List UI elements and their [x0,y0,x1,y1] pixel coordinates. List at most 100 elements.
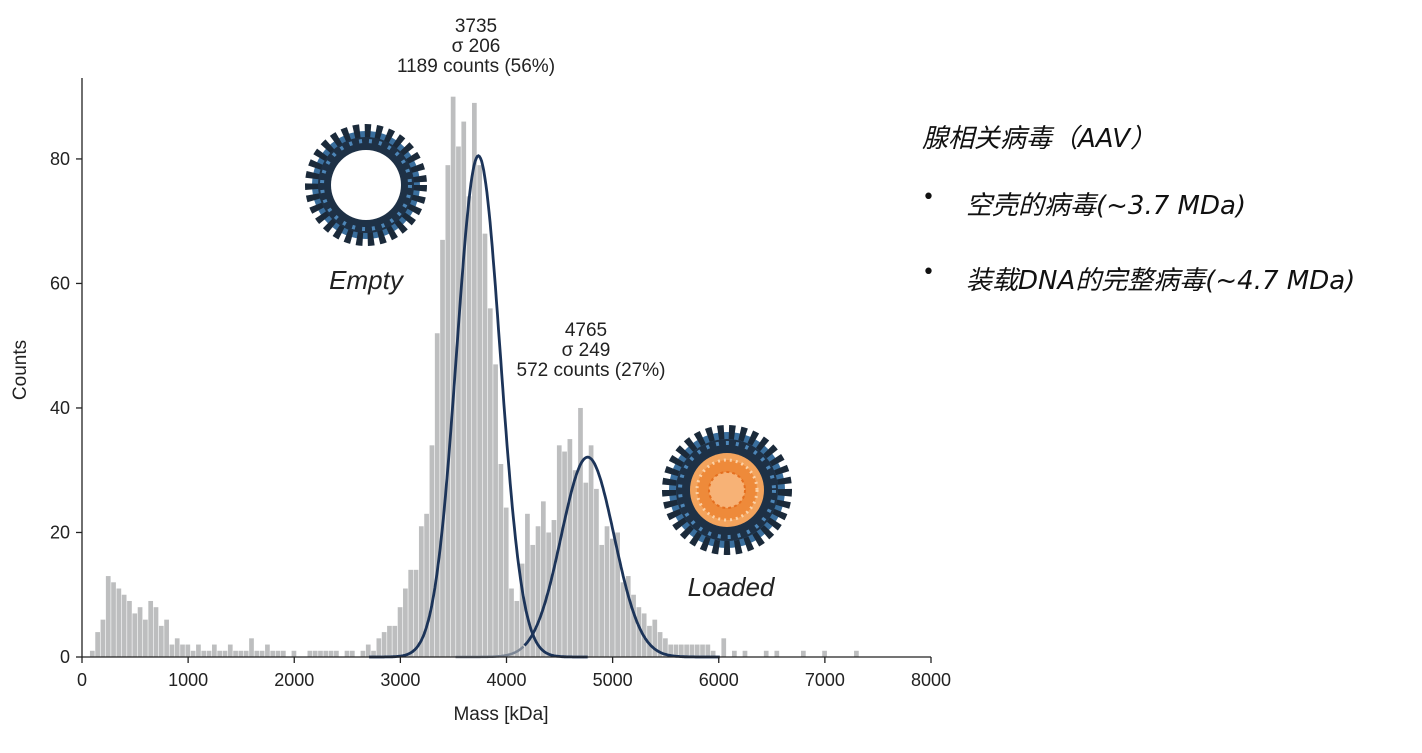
histogram-bar [397,607,403,657]
x-tick-label: 4000 [486,670,526,690]
histogram-bar [854,650,859,657]
histogram-bar [594,488,599,657]
histogram-bar [450,96,456,657]
histogram-bar [710,650,716,657]
x-tick-label: 8000 [911,670,951,690]
histogram-bar [89,650,95,657]
histogram-bar [763,650,769,657]
histogram-bar [689,644,695,657]
histogram-bar [280,650,286,657]
x-tick-label: 1000 [168,670,208,690]
histogram-bar [636,607,642,657]
y-tick-label: 0 [60,647,70,667]
empty-capsid-image [305,124,427,246]
histogram-bar [312,650,318,657]
histogram-bar [466,196,472,657]
peak-annotation-loaded: 4765 σ 249 572 counts (27%) [517,320,666,381]
histogram-bar [525,513,530,657]
histogram-bar [663,638,668,657]
notes-item-loaded: 装载DNA的完整病毒(~4.7 MDa) [922,260,1412,297]
histogram-bar [334,650,339,657]
peak-annotation-line: σ 206 [452,36,501,57]
x-tick-label: 2000 [274,670,314,690]
histogram-bar [408,569,414,657]
histogram-bar [604,526,610,657]
empty-label: Empty [329,265,405,295]
histogram-bar [127,600,132,657]
histogram-bar [413,569,419,657]
y-tick-label: 60 [50,273,70,293]
histogram-bar [742,650,748,657]
histogram-bar [503,507,509,657]
peak-annotation-line: 572 counts (27%) [517,360,666,381]
x-tick-label: 0 [77,670,87,690]
histogram-bar [222,650,228,657]
histogram-bar [275,650,281,657]
histogram-bar [143,619,148,657]
histogram-bar [158,625,164,657]
histogram-bar [387,625,392,657]
histogram-bar [212,644,217,657]
histogram-bar [418,526,424,657]
histogram-bar [243,650,249,657]
y-axis-label: Counts [10,340,31,400]
histogram-bar [100,619,106,657]
histogram-bar [519,563,525,657]
histogram-bar [700,644,705,657]
histogram-bar [105,576,111,657]
histogram-bar [456,146,461,657]
histogram-bar [567,439,573,657]
histogram-bar [196,644,201,657]
histogram-bar [371,650,376,657]
histogram-bar [578,407,583,657]
peak-annotation-line: 3735 [455,16,497,37]
histogram-bar [482,233,488,658]
histogram-bar [153,607,159,657]
histogram-bar [429,445,435,657]
peak-annotation-line: 1189 counts (56%) [397,56,555,77]
histogram-bar [599,544,605,657]
histogram-bar [169,644,175,657]
x-tick-label: 3000 [380,670,420,690]
histogram-bar [535,526,541,657]
histogram-bar [259,650,265,657]
notes-list: 空壳的病毒(~3.7 MDa) 装载DNA的完整病毒(~4.7 MDa) [922,185,1412,297]
histogram-bar [249,638,254,657]
x-axis-label: Mass [kDa] [453,704,548,725]
histogram-bar [206,650,212,657]
histogram-bar [180,644,185,657]
histogram-bar [572,470,578,657]
histogram-bar [164,619,169,657]
histogram-bar [822,650,827,657]
histogram-bar [657,632,663,657]
histogram-bar [227,644,233,657]
histogram-bar [668,644,674,657]
histogram-bar [376,638,382,657]
histogram-bar [238,650,244,657]
histogram-bar [111,582,116,657]
histogram-bar [487,308,493,657]
histogram-bar [694,644,700,657]
histogram-bar [673,644,679,657]
histogram-bar [530,544,536,657]
histogram-bar [445,165,451,657]
histogram-bar [190,650,196,657]
histogram-bar [291,650,297,657]
histogram-bar [678,644,684,657]
histogram-bar [652,619,658,657]
histogram-bar [137,607,143,657]
histogram-bar [647,625,652,657]
histogram-bar [328,650,334,657]
histogram-bar [461,121,467,658]
histogram-bar [201,650,207,657]
notes-heading: 腺相关病毒（AAV） [922,124,1157,154]
loaded-capsid-image [662,425,792,555]
histogram-bar [95,632,100,657]
histogram-bar [233,650,238,657]
y-tick-label: 80 [50,149,70,169]
peak-annotation-line: 4765 [565,320,607,341]
histogram-bar [323,650,329,657]
histogram-bar [132,613,138,657]
histogram-bar [631,594,636,657]
